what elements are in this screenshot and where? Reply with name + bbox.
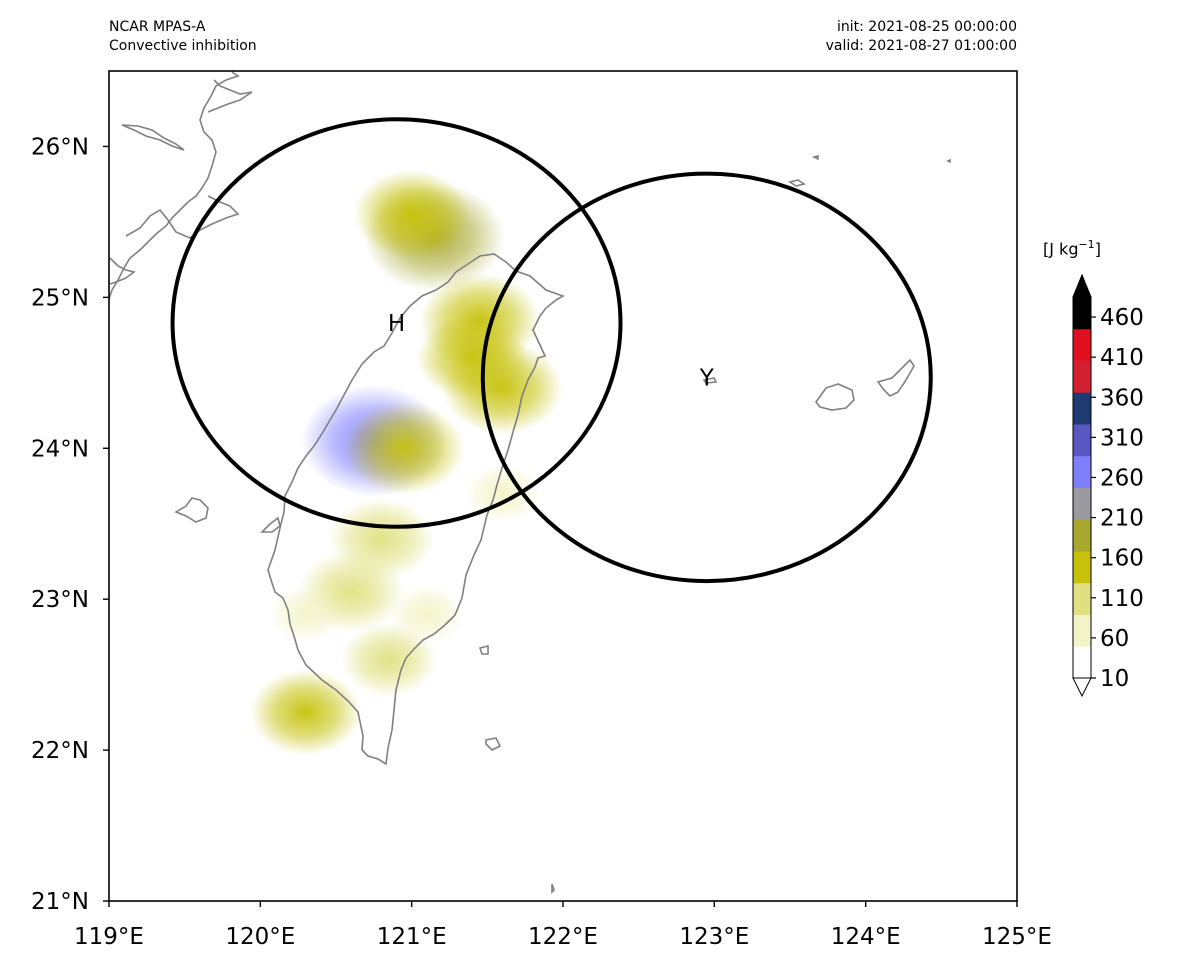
coastline-china-east [207,79,253,113]
colorbar-tick-label: 210 [1100,506,1144,532]
colorbar: 10 60 110 160 210 260 310 360 410 460 [1072,273,1144,698]
x-tick-label: 123°E [679,924,749,950]
colorbar-segment [1073,328,1091,361]
colorbar-segment [1073,582,1091,615]
y-tick-label: 22°N [31,738,89,764]
y-tick-label: 25°N [31,285,89,311]
colorbar-tick-label: 160 [1100,546,1144,572]
island-small-ne [946,158,951,164]
axes: 119°E 120°E 121°E 122°E 123°E 124°E 125°E 21°N 2… [31,134,1052,950]
valid-time: valid: 2021-08-27 01:00:00 [825,38,1017,54]
cin-blob [464,464,541,523]
colorbar-extend-min [1072,677,1092,698]
storm-circles: HY [170,117,933,584]
colorbar-segment [1073,519,1091,552]
colorbar-tick-label: 110 [1100,586,1144,612]
plot-background [109,71,1017,901]
colorbar-segment [1073,487,1091,520]
cin-field [250,169,563,756]
colorbar-tick-label: 410 [1100,345,1144,371]
cin-blob [416,315,528,401]
field-name: Convective inhibition [109,38,257,54]
island-senkaku [788,179,806,187]
cin-blob [269,586,342,642]
island-orchid [485,737,502,751]
y-tick-label: 26°N [31,134,89,160]
colorbar-tick-label: 260 [1100,465,1144,491]
colorbar-segment [1073,392,1091,425]
cin-blob [388,584,466,644]
storm-label-h: H [388,311,405,337]
y-tick-label: 24°N [31,436,89,462]
plot-header-left: NCAR MPAS-A Convective inhibition [109,18,257,56]
init-time: init: 2021-08-25 00:00:00 [837,19,1017,35]
coastlines [109,71,951,894]
island-small-s [551,883,555,894]
colorbar-frame [1072,296,1092,679]
x-tick-label: 121°E [377,924,447,950]
cin-blob [250,669,362,756]
colorbar-segment [1073,646,1091,679]
x-tick-label: 122°E [528,924,598,950]
island-yonaguni [702,377,718,384]
plot-header-right: init: 2021-08-25 00:00:00 valid: 2021-08… [826,18,1017,56]
cin-blob [353,169,470,259]
colorbar-tick-label: 460 [1100,305,1144,331]
storm-circle-h [170,117,623,529]
colorbar-segment [1073,614,1091,647]
cin-blob [343,401,465,495]
coastline-china-south [109,257,136,285]
island-green [478,644,489,655]
island-ishigaki [876,358,915,397]
coastline-taiwan [267,253,565,766]
x-tick-label: 119°E [74,924,144,950]
storm-label-y: Y [699,365,715,391]
island-penghu [174,497,209,523]
island-west [260,516,281,533]
colorbar-tick-label: 60 [1100,626,1129,652]
colorbar-tick-label: 10 [1100,666,1129,692]
colorbar-extend-max [1072,273,1092,298]
colorbar-tick-label: 360 [1100,385,1144,411]
colorbar-segment [1073,360,1091,393]
y-tick-label: 23°N [31,587,89,613]
x-tick-label: 125°E [982,924,1052,950]
storm-circle-y [480,171,933,584]
colorbar-units: [J kg−1] [1043,238,1101,259]
colorbar-segment [1073,551,1091,584]
coastline-china-inlet [121,124,185,151]
y-tick-label: 21°N [31,889,89,915]
colorbar-segment [1073,424,1091,457]
model-name: NCAR MPAS-A [109,19,206,35]
x-tick-label: 120°E [225,924,295,950]
colorbar-tick-label: 310 [1100,425,1144,451]
island-iriomote [814,383,855,411]
island-small-n [811,154,819,161]
colorbar-segment [1073,297,1091,330]
colorbar-segment [1073,455,1091,488]
x-tick-label: 124°E [831,924,901,950]
coastline-china-north [109,71,240,300]
